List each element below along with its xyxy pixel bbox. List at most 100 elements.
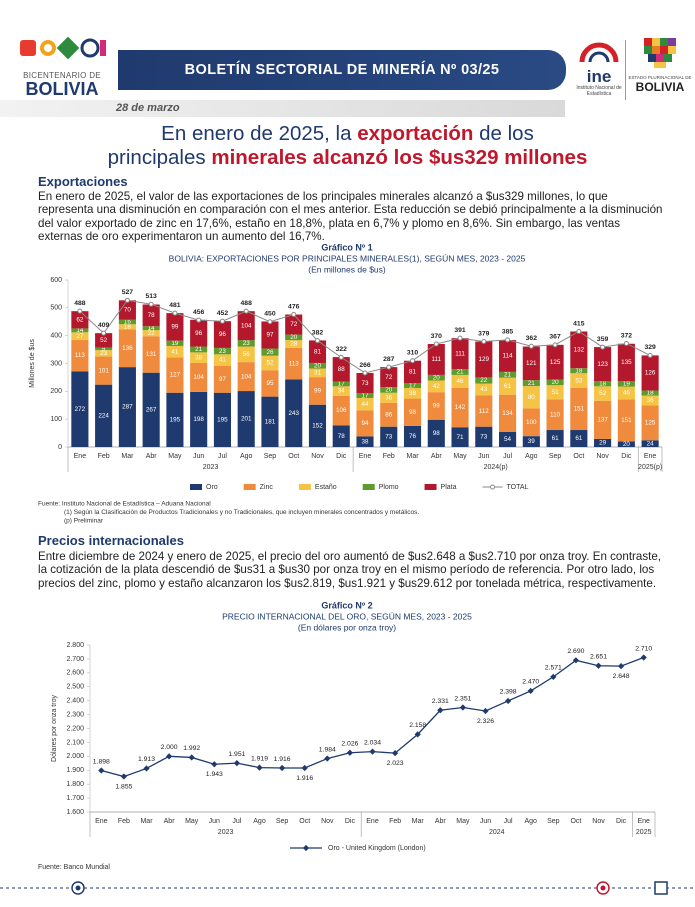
bar-segment xyxy=(285,379,303,447)
bar-segment xyxy=(522,386,540,409)
segment-label: 41 xyxy=(171,348,179,355)
segment-label: 94 xyxy=(361,420,369,427)
segment-label: 95 xyxy=(266,380,274,387)
bar-segment xyxy=(617,343,635,382)
x-tick-label: Feb xyxy=(118,818,130,825)
bar-segment xyxy=(546,399,564,431)
x-tick-label: Jul xyxy=(218,453,227,460)
bar-segment xyxy=(332,381,350,387)
total-label: 527 xyxy=(122,289,134,296)
bar-segment xyxy=(166,340,184,346)
bar-segment xyxy=(617,399,635,442)
segment-label: 127 xyxy=(170,372,181,379)
x-tick-label: May xyxy=(456,818,470,825)
segment-label: 195 xyxy=(170,417,181,424)
bar-segment xyxy=(142,304,160,327)
value-label: 1.855 xyxy=(115,783,132,790)
segment-label: 52 xyxy=(266,360,274,367)
bar-segment xyxy=(641,355,659,391)
bar-segment xyxy=(475,383,493,396)
segment-label: 73 xyxy=(480,434,488,441)
y-tick-label: 1.600 xyxy=(66,809,84,816)
y-tick-label: 2.400 xyxy=(66,698,84,705)
segment-label: 23 xyxy=(100,350,108,357)
segment-label: 20 xyxy=(433,374,441,381)
y-axis-label: Millones de $us xyxy=(29,339,36,388)
segment-label: 137 xyxy=(597,417,608,424)
bar-segment xyxy=(190,352,208,363)
bar-segment xyxy=(285,347,303,380)
segment-label: 42 xyxy=(433,383,441,390)
bar-segment xyxy=(356,372,374,394)
price-marker xyxy=(640,654,647,661)
y-tick-label: 300 xyxy=(50,360,62,367)
segment-label: 73 xyxy=(361,380,369,387)
segment-label: 43 xyxy=(480,386,488,393)
price-marker xyxy=(346,749,354,756)
total-label: 409 xyxy=(98,322,110,329)
headline-text: En enero de 2025, la xyxy=(161,122,358,145)
y-tick-label: 1.800 xyxy=(66,781,84,788)
price-marker xyxy=(120,773,128,780)
x-tick-label: Mar xyxy=(121,453,134,460)
price-marker xyxy=(324,755,331,762)
total-point xyxy=(362,370,368,376)
segment-label: 80 xyxy=(528,394,536,401)
total-label: 488 xyxy=(241,300,253,307)
bar-segment xyxy=(522,408,540,437)
segment-label: 24 xyxy=(647,440,655,447)
bar-segment xyxy=(261,396,279,447)
price-marker xyxy=(165,753,173,760)
logo-top-text: BICENTENARIO DE xyxy=(23,71,101,80)
total-label: 359 xyxy=(597,336,609,343)
bar-segment xyxy=(118,324,136,330)
total-point xyxy=(148,301,154,307)
bar-segment xyxy=(403,360,422,384)
price-marker xyxy=(391,750,399,757)
total-label: 362 xyxy=(526,335,538,342)
bar-segment xyxy=(166,345,184,358)
legend-swatch xyxy=(190,484,202,490)
headline: En enero de 2025, la exportación de los … xyxy=(0,122,695,170)
y-tick-label: 2.700 xyxy=(66,656,84,663)
segment-label: 224 xyxy=(98,412,109,419)
segment-label: 86 xyxy=(385,411,393,418)
bar-segment xyxy=(237,391,255,447)
total-label: 372 xyxy=(621,332,633,339)
segment-label: 142 xyxy=(455,404,466,411)
y-tick-label: 200 xyxy=(50,388,62,395)
value-label: 2.351 xyxy=(454,695,471,702)
total-label: 391 xyxy=(454,327,466,334)
headline-highlight: minerales alcanzó los $us329 millones xyxy=(211,146,588,169)
bar-segment xyxy=(261,355,279,371)
segment-label: 81 xyxy=(409,369,417,376)
x-tick-label: May xyxy=(453,453,467,460)
bar-segment xyxy=(71,328,89,333)
segment-label: 51 xyxy=(552,389,560,396)
bar-segment xyxy=(380,402,398,427)
segment-label: 106 xyxy=(336,407,347,414)
x-tick-label: Mar xyxy=(406,453,419,460)
value-label: 2.398 xyxy=(500,689,517,696)
state-logo: ESTADO PLURINACIONAL DE BOLIVIA xyxy=(628,36,692,102)
segment-label: 61 xyxy=(552,435,560,442)
segment-label: 81 xyxy=(314,348,322,355)
segment-label: 125 xyxy=(550,359,561,366)
total-point xyxy=(124,297,130,303)
chart-subtitle: PRECIO INTERNACIONAL DEL ORO, SEGÚN MES,… xyxy=(222,611,472,621)
bulletin-title: BOLETÍN SECTORIAL DE MINERÍA Nº 03/25 xyxy=(184,62,500,78)
bar-segment xyxy=(71,339,89,372)
value-label: 2.331 xyxy=(432,698,449,705)
segment-label: 126 xyxy=(645,370,656,377)
price-marker xyxy=(233,760,241,767)
bar-segment xyxy=(475,426,493,447)
chart-note: (p) Preliminar xyxy=(64,518,104,525)
value-label: 2.690 xyxy=(567,648,584,655)
segment-label: 39 xyxy=(528,438,536,445)
x-tick-label: Feb xyxy=(389,818,401,825)
y-tick-label: 2.800 xyxy=(66,642,84,649)
bar-segment xyxy=(285,334,303,341)
bar-segment xyxy=(166,392,184,447)
x-tick-label: Ene xyxy=(637,818,650,825)
